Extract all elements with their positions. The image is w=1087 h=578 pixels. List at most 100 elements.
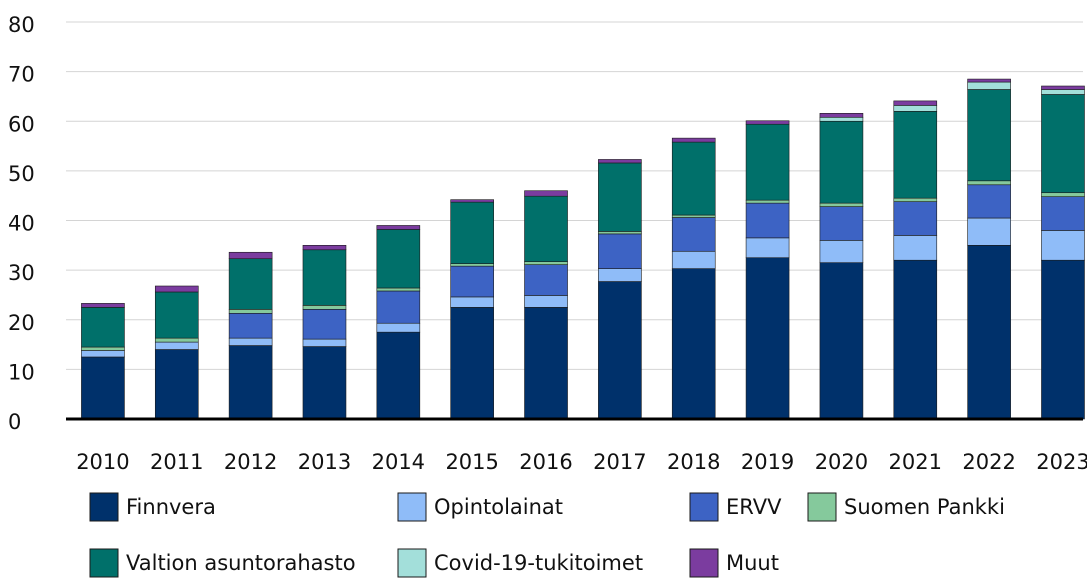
bar-segment xyxy=(819,262,864,420)
bar-segment xyxy=(450,307,494,420)
bar-segment xyxy=(81,346,125,351)
y-tick-label: 30 xyxy=(8,261,35,285)
legend-swatch xyxy=(689,492,719,522)
bar-segment xyxy=(967,245,1011,420)
legend-label: ERVV xyxy=(726,495,782,519)
bar-segment xyxy=(1041,196,1085,231)
x-tick-label: 2019 xyxy=(741,450,794,474)
bar-segment xyxy=(745,237,790,259)
bar-segment xyxy=(893,259,938,420)
legend-label: Valtion asuntorahasto xyxy=(126,551,356,575)
bar-segment xyxy=(1041,85,1085,90)
x-tick-label: 2020 xyxy=(815,450,868,474)
legend-label: Muut xyxy=(726,551,779,575)
bar-segment xyxy=(376,322,421,333)
x-tick-label: 2015 xyxy=(445,450,498,474)
bar-segment xyxy=(745,202,790,239)
bar-segment xyxy=(228,345,273,420)
bar-segment xyxy=(524,264,568,296)
bar-segment xyxy=(598,281,642,420)
bar-segment xyxy=(1041,192,1085,197)
bar-segment xyxy=(302,338,347,347)
y-tick-label: 10 xyxy=(8,360,35,384)
bar-segment xyxy=(302,249,347,306)
bar-segment xyxy=(450,265,494,298)
bar-segment xyxy=(819,113,864,118)
bar-segment xyxy=(819,240,864,263)
bar-segment xyxy=(819,202,864,207)
x-tick-label: 2012 xyxy=(224,450,277,474)
bar-segment xyxy=(154,341,199,350)
bar-segment xyxy=(450,296,494,308)
bar-segment xyxy=(745,123,790,201)
bar-segment xyxy=(671,250,716,269)
bar-segment xyxy=(228,258,273,310)
legend-label: Opintolainat xyxy=(434,495,563,519)
bar-segment xyxy=(671,141,716,216)
bar-segment xyxy=(302,245,347,251)
bar-segment xyxy=(228,251,273,260)
bar-segment xyxy=(154,291,199,339)
bar-segment xyxy=(81,350,125,358)
y-tick-label: 40 xyxy=(8,212,35,236)
bar-segment xyxy=(302,346,347,420)
legend-swatch xyxy=(397,548,427,578)
bar-segment xyxy=(598,231,642,235)
bar-segment xyxy=(81,307,125,348)
bar-segment xyxy=(376,229,421,289)
bar-segment xyxy=(598,159,642,164)
bar-segment xyxy=(228,309,273,314)
bar-segment xyxy=(893,235,938,261)
y-tick-label: 20 xyxy=(8,311,35,335)
bar-segment xyxy=(598,162,642,232)
bar-segment xyxy=(893,201,938,236)
x-tick-label: 2013 xyxy=(298,450,351,474)
legend-label: Finnvera xyxy=(126,495,216,519)
bar-segment xyxy=(967,184,1011,219)
bar-segment xyxy=(1041,230,1085,261)
legend-swatch xyxy=(89,548,119,578)
bar-segment xyxy=(1041,89,1085,95)
bar-segment xyxy=(524,307,568,420)
bar-segment xyxy=(819,116,864,122)
bar-segment xyxy=(671,268,716,420)
bar-segment xyxy=(154,337,199,343)
legend-swatch xyxy=(89,492,119,522)
bar-segment xyxy=(302,305,347,310)
bar-segment xyxy=(81,356,125,420)
bar-segment xyxy=(524,195,568,262)
bar-segment xyxy=(745,257,790,420)
bar-segment xyxy=(524,190,568,197)
bar-segment xyxy=(376,290,421,324)
x-tick-label: 2017 xyxy=(593,450,646,474)
bar-segment xyxy=(893,197,938,202)
x-tick-label: 2011 xyxy=(150,450,203,474)
bar-segment xyxy=(450,263,494,267)
bar-segment xyxy=(967,180,1011,186)
bar-segment xyxy=(671,214,716,218)
y-tick-label: 80 xyxy=(8,13,35,37)
bar-segment xyxy=(819,120,864,204)
bar-segment xyxy=(154,349,199,420)
bar-segment xyxy=(524,261,568,265)
x-tick-label: 2014 xyxy=(372,450,425,474)
bar-segment xyxy=(1041,259,1085,420)
legend-swatch xyxy=(397,492,427,522)
bar-segment xyxy=(893,111,938,199)
bar-segment xyxy=(154,285,199,293)
bar-segment xyxy=(376,287,421,292)
bar-segment xyxy=(450,201,494,264)
bar-segment xyxy=(81,303,125,308)
x-tick-label: 2018 xyxy=(667,450,720,474)
bar-segment xyxy=(671,137,716,143)
bar-segment xyxy=(893,105,938,112)
x-tick-label: 2023 xyxy=(1036,450,1087,474)
bar-segment xyxy=(967,89,1011,182)
bar-segment xyxy=(450,199,494,203)
legend-swatch xyxy=(807,492,837,522)
bar-segment xyxy=(598,268,642,282)
bar-segment xyxy=(671,217,716,252)
bar-segment xyxy=(376,225,421,230)
y-tick-label: 50 xyxy=(8,162,35,186)
